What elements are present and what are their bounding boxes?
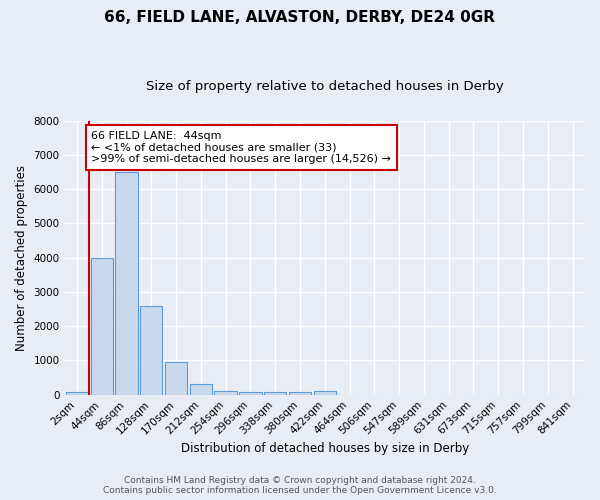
Title: Size of property relative to detached houses in Derby: Size of property relative to detached ho… [146, 80, 503, 93]
Bar [66, 392, 88, 394]
Text: 66 FIELD LANE:  44sqm
← <1% of detached houses are smaller (33)
>99% of semi-det: 66 FIELD LANE: 44sqm ← <1% of detached h… [91, 131, 391, 164]
Bar [165, 362, 187, 394]
Bar [91, 258, 113, 394]
Bar [289, 392, 311, 394]
Bar [190, 384, 212, 394]
Bar [115, 172, 137, 394]
Bar [214, 390, 237, 394]
Bar [239, 392, 262, 394]
Y-axis label: Number of detached properties: Number of detached properties [15, 164, 28, 350]
Text: Contains HM Land Registry data © Crown copyright and database right 2024.
Contai: Contains HM Land Registry data © Crown c… [103, 476, 497, 495]
Text: 66, FIELD LANE, ALVASTON, DERBY, DE24 0GR: 66, FIELD LANE, ALVASTON, DERBY, DE24 0G… [104, 10, 496, 25]
Bar [314, 392, 336, 394]
Bar [264, 392, 286, 394]
Bar [140, 306, 163, 394]
X-axis label: Distribution of detached houses by size in Derby: Distribution of detached houses by size … [181, 442, 469, 455]
